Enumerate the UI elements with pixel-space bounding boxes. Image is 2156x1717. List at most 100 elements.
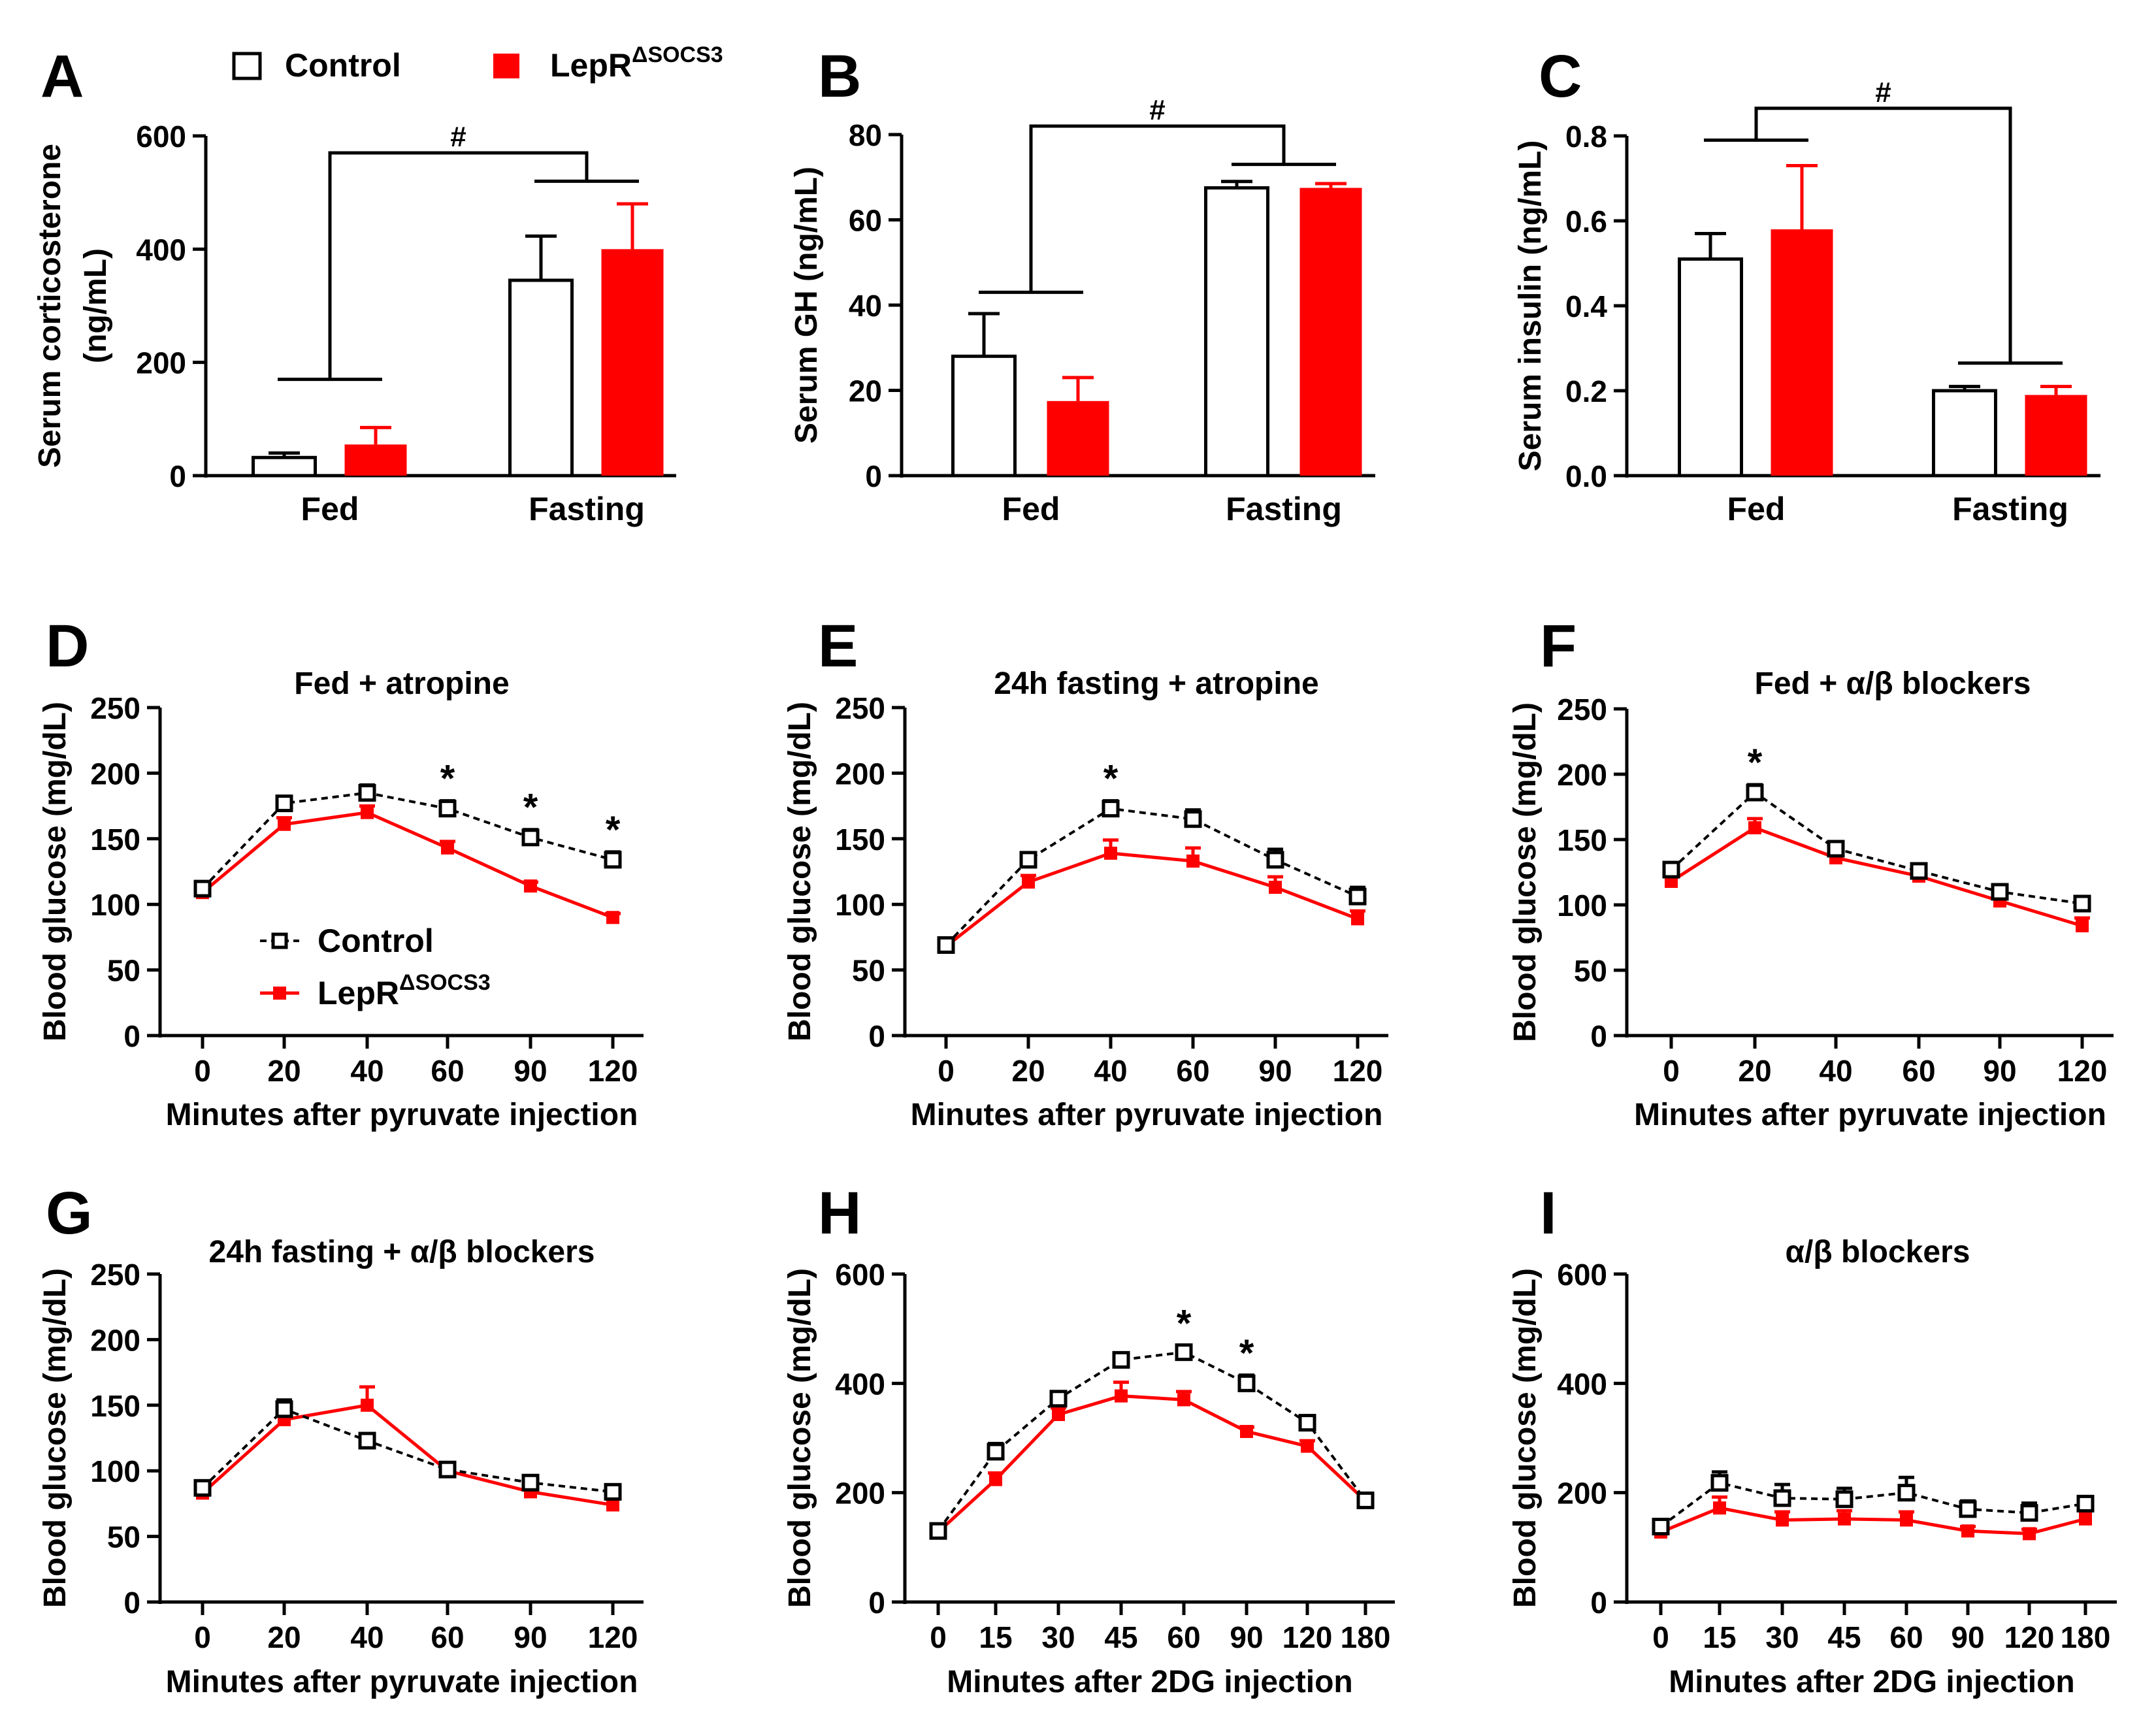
chart-title: 24h fasting + α/β blockers [209, 1235, 595, 1269]
y-tick-label: 0 [868, 1019, 885, 1053]
data-point-control [2073, 894, 2091, 913]
x-tick-label: 40 [1819, 1054, 1852, 1088]
x-tick-label: 90 [514, 1054, 547, 1088]
y-axis-label: Blood glucose (mg/dL) [38, 1268, 73, 1608]
panel-d-legend: Control LepRΔSOCS3 [260, 923, 491, 1011]
data-point-control [193, 1479, 212, 1497]
bracket-connector [328, 151, 589, 380]
data-point-control [358, 1431, 376, 1450]
y-axis-label: Serum insulin (ng/mL) [1513, 140, 1548, 472]
x-category-label: Fasting [529, 491, 645, 527]
legend-lepr-swatch [493, 54, 519, 78]
significance-star: * [523, 787, 538, 829]
data-point-lepr [278, 817, 291, 831]
data-point-control [1897, 1484, 1916, 1502]
y-tick-label: 40 [849, 289, 882, 323]
data-point-lepr [606, 1498, 619, 1512]
significance-star: * [606, 809, 621, 851]
chart-title: α/β blockers [1786, 1235, 1970, 1269]
y-tick-label: 0 [169, 459, 186, 493]
series-line-control [201, 1407, 613, 1494]
y-tick-label: 600 [835, 1258, 885, 1292]
panel-label: A [41, 43, 84, 110]
data-point-control [987, 1443, 1005, 1461]
legend-control-label: Control [285, 47, 401, 84]
x-tick-label: 90 [1230, 1620, 1263, 1654]
data-point-control [1652, 1518, 1670, 1536]
y-tick-label: 20 [849, 374, 882, 408]
x-tick-label: 40 [350, 1054, 384, 1088]
data-point-lepr [524, 879, 537, 893]
x-axis-label: Minutes after pyruvate injection [166, 1098, 638, 1132]
y-tick-label: 200 [136, 346, 186, 380]
data-point-control [1237, 1374, 1256, 1392]
series-line-lepr [201, 1403, 613, 1507]
x-axis-label: Minutes after pyruvate injection [911, 1098, 1383, 1132]
data-point-control [929, 1522, 947, 1540]
series-line-control [937, 1350, 1367, 1532]
series-line-lepr [201, 811, 613, 919]
x-tick-label: 20 [1011, 1054, 1045, 1088]
x-category-label: Fed [1002, 491, 1060, 527]
data-point-lepr [441, 841, 454, 855]
y-tick-label: 0 [123, 1019, 140, 1053]
y-tick-label: 150 [90, 823, 140, 857]
x-tick-label: 90 [1258, 1054, 1292, 1088]
data-point-control [1746, 783, 1764, 802]
data-point-lepr [1713, 1501, 1726, 1515]
y-tick-label: 100 [835, 888, 885, 922]
y-tick-label: 50 [107, 954, 140, 988]
data-point-lepr [1838, 1512, 1851, 1526]
x-tick-label: 15 [979, 1620, 1012, 1654]
y-axis-label: Serum GH (ng/mL) [789, 167, 824, 444]
y-tick-label: 200 [1557, 758, 1607, 792]
data-point-control [275, 1400, 293, 1418]
bar-control [1204, 186, 1269, 478]
y-tick-label: 0 [1590, 1586, 1607, 1620]
series-line-control [945, 807, 1358, 946]
y-tick-label: 100 [1557, 889, 1607, 923]
significance-star: * [1239, 1332, 1254, 1375]
y-tick-label: 600 [1557, 1258, 1607, 1292]
panel-label: H [818, 1180, 861, 1247]
legend-d-lepr-label: LepRΔSOCS3 [318, 970, 491, 1011]
y-tick-label: 200 [835, 1477, 885, 1511]
data-point-lepr [1269, 881, 1282, 894]
bar-control [252, 455, 317, 478]
panel-label: F [1540, 613, 1576, 679]
x-tick-label: 90 [1983, 1054, 2016, 1088]
x-tick-label: 60 [1176, 1054, 1209, 1088]
series-line-lepr [1660, 1506, 2086, 1535]
y-tick-label: 0 [865, 459, 882, 493]
x-tick-label: 40 [350, 1620, 384, 1654]
series-line-lepr [945, 851, 1358, 948]
bracket-connector [1029, 124, 1286, 293]
y-tick-label: 60 [849, 204, 882, 238]
panel-label: B [818, 43, 861, 110]
x-axis-label: Minutes after 2DG injection [1669, 1665, 2074, 1699]
bar-lepr [1047, 401, 1109, 476]
bar-control [1932, 389, 1997, 478]
x-tick-label: 120 [2057, 1054, 2108, 1088]
data-point-lepr [361, 806, 374, 819]
panel-a: A 0 200 400 600 Serum corticosterone (ng/mL) Fe… [33, 43, 676, 527]
x-tick-label: 45 [1827, 1620, 1861, 1654]
legend-lepr-text: LepR [550, 47, 632, 84]
x-tick-label: 0 [930, 1620, 947, 1654]
data-point-control [1835, 1490, 1854, 1509]
significance-star: * [1103, 758, 1119, 800]
panel-b: B 0 20 40 60 80 Serum GH (ng/mL) Fed Fasting # [789, 43, 1375, 527]
y-tick-label: 250 [90, 691, 140, 725]
data-point-control [1827, 840, 1845, 858]
y-tick-label: 150 [835, 823, 885, 857]
data-point-lepr [2076, 919, 2089, 932]
data-point-lepr [1748, 821, 1761, 834]
data-point-control [1662, 860, 1680, 879]
x-category-label: Fed [1727, 491, 1786, 527]
data-point-lepr [2023, 1527, 2036, 1541]
x-tick-label: 120 [1282, 1620, 1333, 1654]
data-point-lepr [1186, 854, 1200, 868]
data-point-control [1910, 862, 1928, 880]
